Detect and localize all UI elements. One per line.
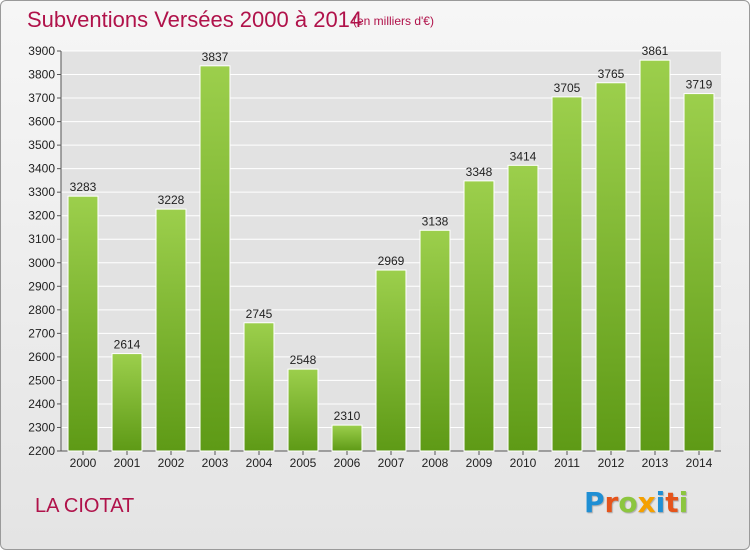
data-label-2014: 3719 bbox=[686, 78, 713, 92]
x-tick-label: 2010 bbox=[510, 456, 537, 470]
data-label-2009: 3348 bbox=[466, 165, 493, 179]
bar-2013 bbox=[639, 59, 671, 452]
data-label-2002: 3228 bbox=[158, 193, 185, 207]
x-tick-label: 2007 bbox=[378, 456, 405, 470]
x-tick-label: 2008 bbox=[422, 456, 449, 470]
logo-letter: x bbox=[637, 486, 656, 519]
logo-letter: i bbox=[655, 486, 666, 519]
bar-2009 bbox=[463, 180, 495, 452]
data-label-2005: 2548 bbox=[290, 353, 317, 367]
bar-2003 bbox=[199, 65, 231, 452]
y-tick-label: 2700 bbox=[28, 326, 55, 340]
y-tick-label: 3300 bbox=[28, 185, 55, 199]
chart-subtitle: (en milliers d'€) bbox=[353, 14, 434, 28]
bar-2002 bbox=[155, 208, 187, 452]
y-tick-label: 3200 bbox=[28, 209, 55, 223]
bar-2001 bbox=[111, 353, 143, 452]
bar-2010 bbox=[507, 164, 539, 452]
y-tick-label: 3700 bbox=[28, 91, 55, 105]
y-tick-label: 3600 bbox=[28, 115, 55, 129]
x-tick-label: 2002 bbox=[158, 456, 185, 470]
bar-2004 bbox=[243, 322, 275, 452]
bar-2006 bbox=[331, 424, 363, 452]
y-tick-label: 3800 bbox=[28, 68, 55, 82]
x-tick-label: 2006 bbox=[334, 456, 361, 470]
x-tick-label: 2000 bbox=[70, 456, 97, 470]
x-tick-label: 2005 bbox=[290, 456, 317, 470]
y-tick-label: 2600 bbox=[28, 350, 55, 364]
y-tick-label: 3100 bbox=[28, 232, 55, 246]
logo-letter: i bbox=[678, 486, 689, 519]
chart-title: Subventions Versées 2000 à 2014 bbox=[27, 7, 363, 32]
data-label-2007: 2969 bbox=[378, 254, 405, 268]
x-tick-label: 2011 bbox=[554, 456, 580, 470]
x-tick-label: 2004 bbox=[246, 456, 273, 470]
y-tick-label: 2200 bbox=[28, 444, 55, 458]
data-label-2000: 3283 bbox=[70, 180, 97, 194]
x-tick-label: 2014 bbox=[686, 456, 713, 470]
bar-2012 bbox=[595, 82, 627, 452]
data-label-2012: 3765 bbox=[598, 67, 625, 81]
bar-2007 bbox=[375, 269, 407, 452]
x-tick-label: 2001 bbox=[114, 456, 141, 470]
x-tick-label: 2003 bbox=[202, 456, 229, 470]
bar-2008 bbox=[419, 229, 451, 452]
x-tick-label: 2012 bbox=[598, 456, 625, 470]
x-tick-label: 2013 bbox=[642, 456, 669, 470]
bar-2011 bbox=[551, 96, 583, 452]
bar-2000 bbox=[67, 195, 99, 452]
y-tick-label: 2400 bbox=[28, 397, 55, 411]
data-label-2003: 3837 bbox=[202, 50, 229, 64]
y-tick-label: 2900 bbox=[28, 279, 55, 293]
y-tick-label: 3900 bbox=[28, 44, 55, 58]
logo-letter: o bbox=[618, 486, 638, 519]
y-tick-label: 3000 bbox=[28, 256, 55, 270]
logo-letter: r bbox=[604, 486, 619, 519]
logo-letter: P bbox=[584, 486, 605, 519]
y-tick-label: 3400 bbox=[28, 162, 55, 176]
data-label-2004: 2745 bbox=[246, 307, 273, 321]
proxiti-logo: Proxiti bbox=[584, 486, 688, 519]
data-label-2011: 3705 bbox=[554, 81, 581, 95]
data-label-2010: 3414 bbox=[510, 149, 537, 163]
bar-2005 bbox=[287, 368, 319, 452]
commune-name: LA CIOTAT bbox=[35, 495, 135, 517]
y-tick-label: 2300 bbox=[28, 420, 55, 434]
bar-2014 bbox=[683, 93, 715, 452]
data-label-2013: 3861 bbox=[642, 44, 669, 58]
x-tick-label: 2009 bbox=[466, 456, 493, 470]
y-tick-label: 3500 bbox=[28, 138, 55, 152]
data-label-2008: 3138 bbox=[422, 214, 449, 228]
data-label-2001: 2614 bbox=[114, 338, 141, 352]
y-tick-label: 2500 bbox=[28, 373, 55, 387]
logo-letter: t bbox=[665, 486, 679, 519]
data-label-2006: 2310 bbox=[334, 409, 361, 423]
y-tick-label: 2800 bbox=[28, 303, 55, 317]
